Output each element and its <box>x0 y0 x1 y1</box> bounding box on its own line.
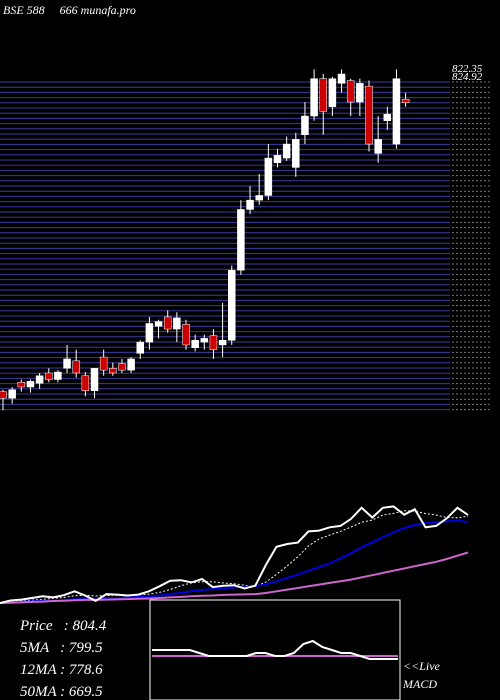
candle-body <box>99 356 108 371</box>
candle-body <box>401 98 410 103</box>
candle-body <box>0 391 7 399</box>
candle-body <box>301 115 309 135</box>
candle-body <box>374 139 382 154</box>
candle-body <box>200 338 209 343</box>
ma-line <box>0 510 469 604</box>
candle-body <box>118 363 126 371</box>
candle-body <box>282 143 291 159</box>
candle-body <box>246 199 254 210</box>
candle-body <box>273 155 282 164</box>
price-line <box>0 505 469 604</box>
candle-body <box>310 78 318 117</box>
legend-text: 5MA : 799.5 <box>20 640 103 656</box>
candle-body <box>356 83 364 103</box>
candle-body <box>8 389 16 399</box>
candle-body <box>319 78 327 112</box>
candle-body <box>337 73 346 84</box>
candle-body <box>392 78 401 145</box>
candle-body <box>163 316 172 330</box>
candle-body <box>154 321 163 327</box>
candle-body <box>35 375 44 384</box>
candle-body <box>209 335 218 350</box>
candle-body <box>145 323 154 343</box>
candle-body <box>365 85 373 145</box>
price-label: 824.92 <box>452 71 483 83</box>
candle-body <box>264 157 273 196</box>
macd-label: MACD <box>402 677 437 691</box>
legend-text: Price : 804.4 <box>19 618 107 634</box>
candle-body <box>292 139 300 168</box>
candle-body <box>228 269 236 341</box>
candle-body <box>173 317 181 330</box>
candle-body <box>45 372 53 380</box>
legend-text: 50MA : 669.5 <box>20 684 103 700</box>
candle-body <box>328 78 337 107</box>
candle-body <box>383 113 392 121</box>
candle-body <box>63 358 71 369</box>
candle-body <box>136 341 144 354</box>
candle-body <box>237 209 245 271</box>
candle-body <box>218 340 227 346</box>
price-label: 822.35 <box>452 63 483 75</box>
candle-body <box>109 368 117 374</box>
macd-line <box>152 639 398 660</box>
ma-line <box>0 551 469 604</box>
candle-body <box>17 382 26 388</box>
candle-body <box>90 368 99 391</box>
candle-body <box>54 371 62 380</box>
ma-line <box>0 519 469 604</box>
candle-body <box>346 80 355 103</box>
chart-title: BSE 588 666 munafa.pro <box>3 3 136 17</box>
legend-text: 12MA : 778.6 <box>20 662 103 678</box>
candle-body <box>182 324 190 346</box>
candle-body <box>191 340 199 348</box>
candle-body <box>127 358 135 371</box>
candle-body <box>72 360 80 374</box>
candle-body <box>81 375 90 391</box>
candle-body <box>255 195 263 201</box>
macd-live: <<Live <box>403 659 441 673</box>
candle-body <box>26 381 35 388</box>
macd-box <box>149 599 401 700</box>
